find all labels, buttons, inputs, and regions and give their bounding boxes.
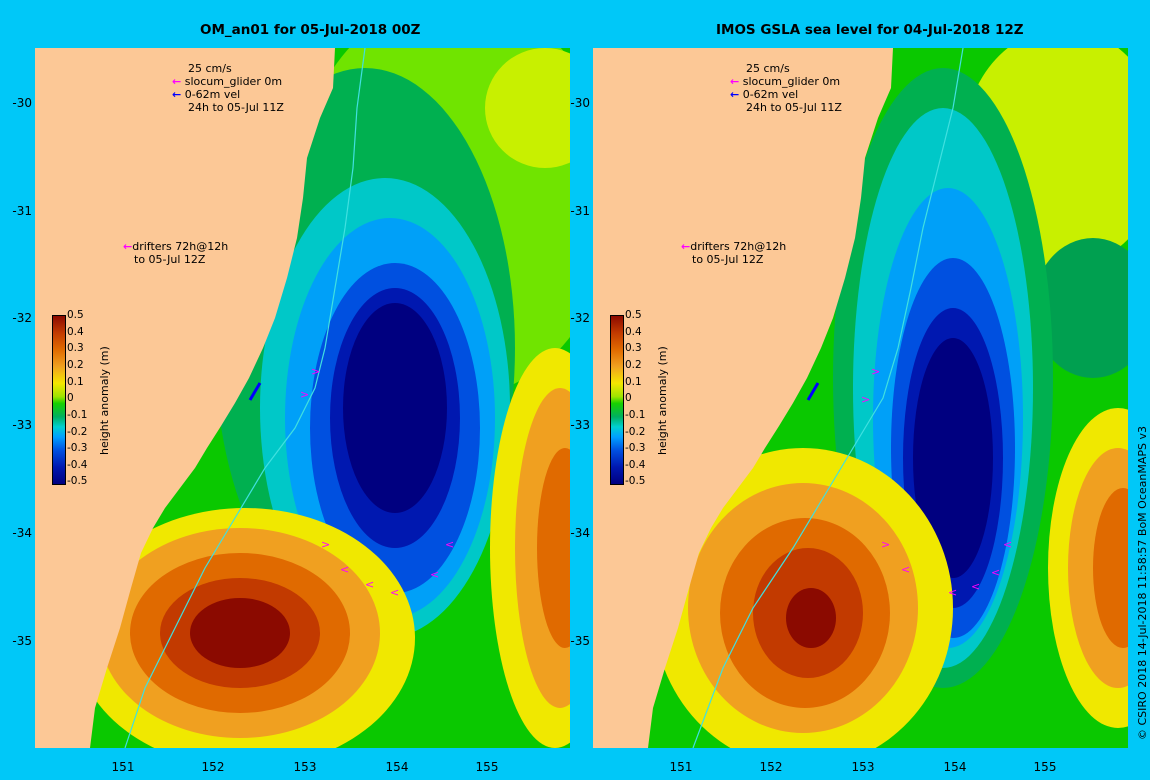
lat-tick: -35	[570, 634, 590, 648]
lat-tick: -31	[12, 204, 32, 218]
svg-text:<: <	[971, 580, 980, 593]
velocity-arrow	[248, 382, 262, 401]
svg-text:<: <	[1003, 538, 1012, 551]
svg-text:>: >	[861, 393, 870, 406]
lon-tick: 153	[851, 760, 875, 774]
vel-legend-icon: ←	[730, 88, 740, 101]
svg-text:<: <	[901, 563, 910, 576]
cb-tick: -0.4	[67, 459, 88, 471]
right-map: > > > < < < < <	[593, 48, 1128, 748]
lon-tick: 151	[111, 760, 135, 774]
legend-glider: slocum_glider 0m	[742, 75, 841, 88]
legend-drifters-1: drifters 72h@12h	[132, 240, 229, 253]
legend-glider: slocum_glider 0m	[184, 75, 283, 88]
glider-legend-icon: ←	[730, 75, 740, 88]
left-colorbar-label: height anomaly (m)	[98, 346, 111, 455]
legend-vel: 0-62m vel	[184, 88, 241, 101]
copyright-text: © CSIRO 2018 14-Jul-2018 11:58:57 BoM Oc…	[1136, 426, 1149, 740]
svg-text:<: <	[430, 568, 439, 581]
lon-tick: 153	[293, 760, 317, 774]
svg-text:<: <	[948, 586, 957, 599]
svg-text:<: <	[445, 538, 454, 551]
legend-drifters-2: to 05-Jul 12Z	[134, 253, 206, 266]
lat-tick: -34	[12, 526, 32, 540]
land-mass	[35, 48, 335, 748]
svg-text:>: >	[881, 538, 890, 551]
right-legend: 25 cm/s ← slocum_glider 0m ← 0-62m vel 2…	[730, 62, 842, 114]
cb-tick: 0.3	[67, 342, 84, 354]
lat-tick: -33	[12, 418, 32, 432]
lon-tick: 152	[759, 760, 783, 774]
lat-tick: -35	[12, 634, 32, 648]
glider-legend-icon: ←	[172, 75, 182, 88]
legend-vel: 0-62m vel	[742, 88, 799, 101]
svg-text:<: <	[991, 566, 1000, 579]
lat-tick: -32	[12, 311, 32, 325]
cb-tick: -0.1	[625, 409, 646, 421]
legend-period: 24h to 05-Jul 11Z	[188, 101, 284, 114]
cb-tick: 0.2	[625, 359, 642, 371]
left-colorbar	[52, 315, 66, 485]
svg-text:<: <	[365, 578, 374, 591]
svg-text:>: >	[871, 365, 880, 378]
right-panel-title: IMOS GSLA sea level for 04-Jul-2018 12Z	[716, 22, 1024, 38]
svg-text:<: <	[390, 586, 399, 599]
lon-tick: 151	[669, 760, 693, 774]
cb-tick: -0.3	[625, 442, 646, 454]
lon-tick: 152	[201, 760, 225, 774]
cb-tick: 0.2	[67, 359, 84, 371]
left-map-svg: > > > < < < < <	[35, 48, 570, 748]
drifter-legend-icon: ←	[681, 240, 691, 253]
cb-tick: -0.5	[67, 475, 88, 487]
cb-tick: -0.3	[67, 442, 88, 454]
lat-tick: -30	[12, 96, 32, 110]
lat-tick: -31	[570, 204, 590, 218]
legend-scale: 25 cm/s	[746, 62, 790, 75]
left-legend: 25 cm/s ← slocum_glider 0m ← 0-62m vel 2…	[172, 62, 284, 114]
lon-tick: 155	[1033, 760, 1057, 774]
cb-tick: 0.1	[67, 376, 84, 388]
left-drifters-legend: ←drifters 72h@12h to 05-Jul 12Z	[123, 240, 228, 266]
lon-tick: 155	[475, 760, 499, 774]
glider-arrow: >	[311, 365, 320, 378]
lat-tick: -30	[570, 96, 590, 110]
cb-tick: 0.5	[625, 309, 642, 321]
right-map-svg: > > > < < < < <	[593, 48, 1128, 748]
cb-tick: -0.4	[625, 459, 646, 471]
svg-text:>: >	[300, 388, 309, 401]
svg-text:>: >	[321, 538, 330, 551]
svg-text:<: <	[340, 563, 349, 576]
cb-tick: 0	[625, 392, 632, 404]
drifter-legend-icon: ←	[123, 240, 133, 253]
left-panel-title: OM_an01 for 05-Jul-2018 00Z	[200, 22, 421, 38]
lat-tick: -32	[570, 311, 590, 325]
cb-tick: 0.4	[625, 326, 642, 338]
lat-tick: -34	[570, 526, 590, 540]
cb-tick: -0.5	[625, 475, 646, 487]
cb-tick: -0.1	[67, 409, 88, 421]
lat-tick: -33	[570, 418, 590, 432]
cb-tick: 0.3	[625, 342, 642, 354]
lon-tick: 154	[943, 760, 967, 774]
legend-drifters-2: to 05-Jul 12Z	[692, 253, 764, 266]
legend-period: 24h to 05-Jul 11Z	[746, 101, 842, 114]
legend-drifters-1: drifters 72h@12h	[690, 240, 787, 253]
right-drifters-legend: ←drifters 72h@12h to 05-Jul 12Z	[681, 240, 786, 266]
vel-legend-icon: ←	[172, 88, 182, 101]
legend-scale: 25 cm/s	[188, 62, 232, 75]
cb-tick: 0	[67, 392, 74, 404]
cb-tick: -0.2	[625, 426, 646, 438]
right-colorbar	[610, 315, 624, 485]
cb-tick: 0.5	[67, 309, 84, 321]
right-colorbar-label: height anomaly (m)	[656, 346, 669, 455]
lon-tick: 154	[385, 760, 409, 774]
left-map: > > > < < < < <	[35, 48, 570, 748]
cb-tick: -0.2	[67, 426, 88, 438]
cb-tick: 0.1	[625, 376, 642, 388]
cb-tick: 0.4	[67, 326, 84, 338]
